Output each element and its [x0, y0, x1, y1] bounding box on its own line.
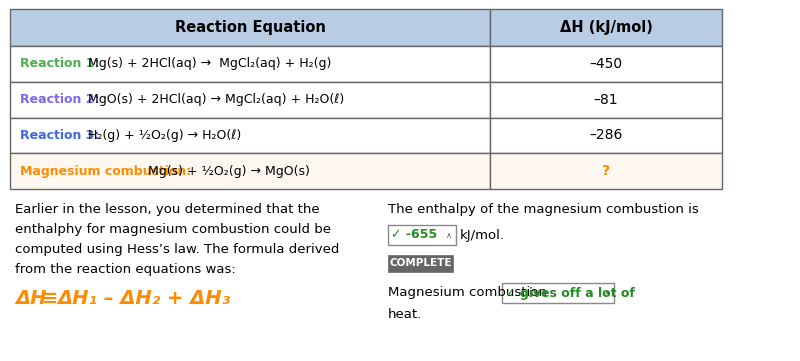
Text: Reaction 2:: Reaction 2:: [20, 93, 99, 106]
Text: –81: –81: [594, 93, 618, 106]
Text: Reaction 3:: Reaction 3:: [20, 129, 99, 142]
Text: –286: –286: [590, 129, 622, 142]
Bar: [10, 46, 490, 82]
Text: Mg(s) + 2HCl(aq) →  MgCl₂(aq) + H₂(g): Mg(s) + 2HCl(aq) → MgCl₂(aq) + H₂(g): [88, 57, 331, 70]
Bar: [490, 117, 722, 153]
Text: enthalphy for magnesium combustion could be: enthalphy for magnesium combustion could…: [15, 223, 331, 236]
Text: ≡: ≡: [42, 289, 58, 308]
Text: ∧: ∧: [446, 231, 452, 239]
Text: ✓ -655: ✓ -655: [391, 229, 437, 242]
Text: ✓ gives off a lot of: ✓ gives off a lot of: [505, 287, 635, 300]
Text: ΔH₁ – ΔH₂ + ΔH₃: ΔH₁ – ΔH₂ + ΔH₃: [57, 289, 230, 308]
Text: ΔH (kJ/mol): ΔH (kJ/mol): [559, 20, 653, 35]
Bar: [490, 153, 722, 189]
Bar: [388, 255, 453, 272]
Text: Reaction Equation: Reaction Equation: [174, 20, 326, 35]
Text: ?: ?: [602, 164, 610, 178]
Text: Earlier in the lesson, you determined that the: Earlier in the lesson, you determined th…: [15, 203, 320, 216]
Bar: [490, 9, 722, 46]
Bar: [10, 9, 490, 46]
Text: Reaction 1:: Reaction 1:: [20, 57, 99, 70]
Text: The enthalpy of the magnesium combustion is: The enthalpy of the magnesium combustion…: [388, 203, 698, 216]
Text: Magnesium combustion:: Magnesium combustion:: [20, 165, 191, 178]
Bar: [388, 225, 456, 245]
Text: kJ/mol.: kJ/mol.: [460, 229, 505, 242]
Text: MgO(s) + 2HCl(aq) → MgCl₂(aq) + H₂O(ℓ): MgO(s) + 2HCl(aq) → MgCl₂(aq) + H₂O(ℓ): [88, 93, 344, 106]
Text: Magnesium combustion: Magnesium combustion: [388, 286, 547, 299]
Text: COMPLETE: COMPLETE: [390, 258, 452, 269]
Bar: [10, 153, 490, 189]
Text: heat.: heat.: [388, 308, 422, 321]
Text: ΔH: ΔH: [15, 289, 46, 308]
Text: H₂(g) + ½O₂(g) → H₂O(ℓ): H₂(g) + ½O₂(g) → H₂O(ℓ): [88, 129, 242, 142]
Text: –450: –450: [590, 57, 622, 71]
Text: ∧: ∧: [604, 288, 610, 297]
Bar: [10, 117, 490, 153]
Text: from the reaction equations was:: from the reaction equations was:: [15, 263, 236, 276]
Text: Mg(s) + ½O₂(g) → MgO(s): Mg(s) + ½O₂(g) → MgO(s): [148, 165, 310, 178]
Text: computed using Hess’s law. The formula derived: computed using Hess’s law. The formula d…: [15, 243, 339, 256]
Bar: [10, 82, 490, 117]
Bar: [490, 82, 722, 117]
Bar: [490, 46, 722, 82]
Bar: [502, 283, 614, 303]
